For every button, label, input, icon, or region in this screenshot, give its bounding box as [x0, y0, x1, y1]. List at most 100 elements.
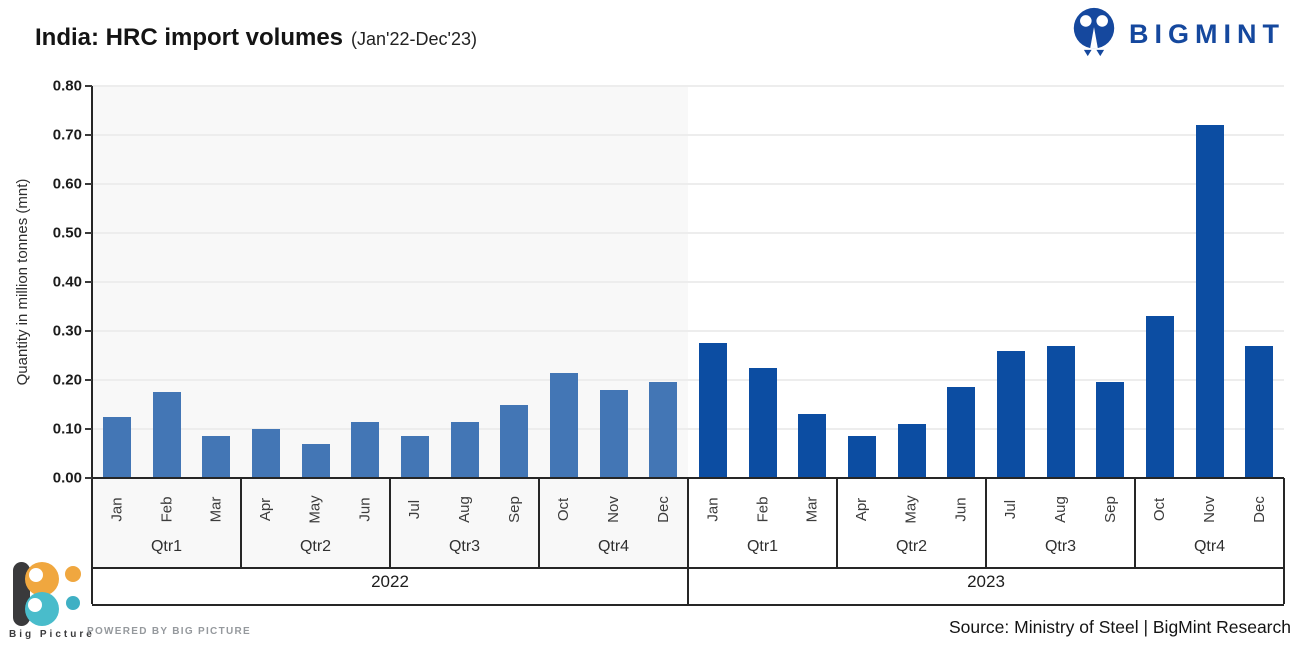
bar-Oct-2023 [1145, 316, 1174, 478]
chart-title-period: (Jan'22-Dec'23) [351, 29, 477, 49]
month-label-Apr-2022: Apr [257, 497, 275, 521]
y-axis-tick-mark [85, 85, 92, 87]
month-label-Oct-2023: Oct [1151, 497, 1169, 521]
month-label-Oct-2022: Oct [555, 497, 573, 521]
y-axis-tick-mark [85, 183, 92, 185]
big-picture-logo-text: Big Picture [9, 629, 95, 640]
gridline [92, 232, 1284, 234]
y-axis-tick-mark [85, 134, 92, 136]
y-axis-tick-mark [85, 428, 92, 430]
quarter-label-Qtr4-2023: Qtr4 [1193, 538, 1226, 555]
bar-Mar-2022 [202, 436, 231, 478]
bar-Jan-2023 [698, 343, 727, 478]
bar-Apr-2023 [847, 436, 876, 478]
gridline [92, 379, 1284, 381]
y-axis-tick-mark [85, 330, 92, 332]
bar-Jul-2022 [400, 436, 429, 478]
quarter-label-Qtr1-2023: Qtr1 [746, 538, 779, 555]
powered-by-text: POWERED BY BIG PICTURE [87, 626, 251, 637]
month-label-Sep-2022: Sep [505, 495, 523, 523]
y-axis-tick-label: 0.20 [52, 371, 82, 389]
month-label-Feb-2023: Feb [753, 496, 771, 522]
gridline [92, 183, 1284, 185]
month-label-Jan-2022: Jan [108, 496, 126, 522]
quarter-separator [1134, 478, 1136, 567]
month-label-Mar-2022: Mar [207, 496, 225, 522]
table-bottom-border [92, 604, 1284, 606]
big-picture-logo [6, 561, 86, 634]
bar-Apr-2022 [251, 429, 280, 478]
bar-Sep-2023 [1096, 382, 1125, 478]
y-axis-tick-label: 0.70 [52, 126, 82, 144]
table-right-border [1283, 478, 1285, 604]
month-label-Jul-2022: Jul [406, 499, 424, 519]
bar-Aug-2022 [450, 421, 479, 478]
y-axis-tick-label: 0.30 [52, 322, 82, 340]
bar-Aug-2023 [1046, 345, 1075, 478]
y-axis-tick-label: 0.10 [52, 420, 82, 438]
quarter-separator [985, 478, 987, 567]
year-separator [687, 478, 689, 604]
month-label-Sep-2023: Sep [1101, 495, 1119, 523]
y-axis-tick-label: 0.80 [52, 77, 82, 95]
month-label-Nov-2022: Nov [604, 495, 622, 523]
quarter-separator [389, 478, 391, 567]
quarter-year-divider [92, 567, 1284, 569]
year-label-2022: 2022 [371, 572, 409, 591]
y-axis-tick-label: 0.40 [52, 273, 82, 291]
month-label-May-2023: May [902, 494, 920, 524]
month-label-Jun-2022: Jun [356, 496, 374, 522]
y-axis-tick-mark [85, 379, 92, 381]
gridline [92, 281, 1284, 283]
quarter-label-Qtr1-2022: Qtr1 [150, 538, 183, 555]
quarter-separator [240, 478, 242, 567]
gridline [92, 85, 1284, 87]
y-axis-tick-mark [85, 477, 92, 479]
y-axis-tick-mark [85, 232, 92, 234]
month-label-Jun-2023: Jun [952, 496, 970, 522]
bar-Sep-2022 [500, 404, 529, 478]
month-label-May-2022: May [306, 494, 324, 524]
bar-May-2023 [897, 424, 926, 478]
bar-Jan-2022 [102, 416, 131, 478]
bigmint-logo: BIGMINT [1068, 6, 1285, 63]
chart-title-main: India: HRC import volumes [35, 24, 344, 51]
month-label-Aug-2023: Aug [1051, 495, 1069, 523]
bigmint-wordmark: BIGMINT [1129, 19, 1285, 49]
bar-Nov-2023 [1195, 125, 1224, 478]
gridline [92, 134, 1284, 136]
year-label-2023: 2023 [967, 572, 1005, 591]
bar-Nov-2022 [599, 389, 628, 478]
bar-Oct-2022 [549, 372, 578, 478]
quarter-label-Qtr4-2022: Qtr4 [597, 538, 630, 555]
bar-Jun-2022 [351, 421, 380, 478]
y-axis-tick-mark [85, 281, 92, 283]
quarter-label-Qtr2-2023: Qtr2 [895, 538, 928, 555]
bar-Jun-2023 [947, 387, 976, 478]
month-label-Apr-2023: Apr [853, 497, 871, 521]
quarter-label-Qtr3-2023: Qtr3 [1044, 538, 1077, 555]
y-axis-tick-label: 0.60 [52, 175, 82, 193]
y-axis-tick-label: 0.50 [52, 224, 82, 242]
bar-May-2022 [301, 443, 330, 478]
chart-title: India: HRC import volumes (Jan'22-Dec'23) [35, 24, 477, 52]
gridline [92, 330, 1284, 332]
quarter-label-Qtr2-2022: Qtr2 [299, 538, 332, 555]
quarter-separator [538, 478, 540, 567]
month-label-Mar-2023: Mar [803, 496, 821, 522]
month-label-Dec-2022: Dec [654, 495, 672, 523]
bar-Dec-2023 [1245, 345, 1274, 478]
month-label-Dec-2023: Dec [1250, 495, 1268, 523]
month-label-Aug-2022: Aug [455, 495, 473, 523]
month-label-Jan-2023: Jan [704, 496, 722, 522]
y-axis-line [91, 86, 93, 604]
bar-Feb-2022 [152, 392, 181, 478]
bar-Dec-2022 [649, 382, 678, 478]
bigmint-icon [1068, 6, 1120, 63]
bar-Jul-2023 [996, 350, 1025, 478]
month-label-Jul-2023: Jul [1002, 499, 1020, 519]
source-text: Source: Ministry of Steel | BigMint Rese… [948, 617, 1291, 637]
month-label-Feb-2022: Feb [157, 496, 175, 522]
bar-Feb-2023 [748, 367, 777, 478]
